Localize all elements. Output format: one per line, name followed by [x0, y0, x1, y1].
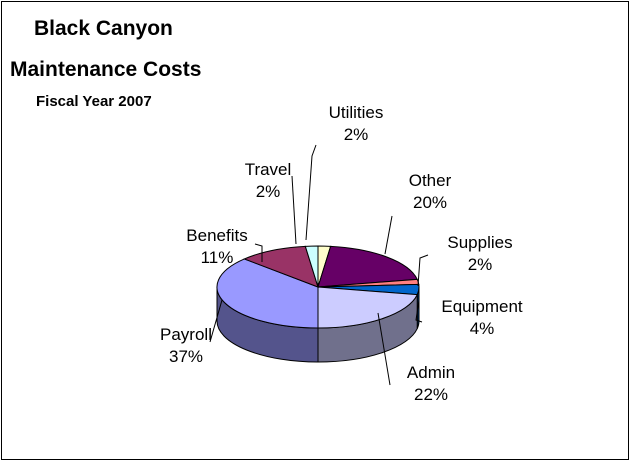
slice-label-benefits: Benefits — [186, 226, 247, 245]
leader-line-payroll — [209, 299, 223, 343]
slice-label-equipment: Equipment — [441, 297, 523, 316]
slice-labels: Utilities 2% Other 20% Supplies 2% Equipment 4%… — [160, 103, 523, 404]
leader-line-travel — [291, 175, 297, 245]
slice-label-utilities: Utilities — [329, 103, 384, 122]
slice-label-other: Other — [409, 171, 452, 190]
slice-label-payroll: Payroll — [160, 325, 212, 344]
chart-title: Black Canyon — [34, 17, 173, 40]
chart-subtitle: Fiscal Year 2007 — [36, 93, 152, 110]
pie-slice-admin — [317, 286, 418, 329]
leader-line-equipment — [415, 299, 423, 323]
pie-top-faces — [216, 245, 420, 329]
slice-value-benefits: 11% — [201, 248, 234, 267]
slice-label-admin: Admin — [407, 363, 455, 382]
pie-slice-benefits — [243, 245, 319, 288]
slice-value-supplies: 2% — [468, 255, 493, 274]
slice-label-supplies: Supplies — [447, 233, 512, 252]
slice-value-travel: 2% — [256, 182, 281, 201]
pie-slice-payroll — [216, 258, 319, 329]
leader-line-utilities — [305, 144, 317, 241]
leader-line-supplies — [417, 254, 429, 287]
slice-value-admin: 22% — [414, 385, 448, 404]
pie-slice-other — [317, 245, 418, 288]
slice-label-travel: Travel — [245, 160, 292, 179]
leader-line-benefits — [254, 243, 263, 262]
chart-title-line-2: Maintenance Costs — [10, 58, 202, 81]
slice-value-equipment: 4% — [470, 319, 495, 338]
slice-value-utilities: 2% — [344, 125, 369, 144]
pie-slice-travel — [304, 245, 319, 288]
slice-value-payroll: 37% — [169, 347, 203, 366]
leader-line-admin — [377, 312, 391, 386]
leader-lines — [209, 144, 429, 386]
slice-value-other: 20% — [413, 193, 447, 212]
leader-line-other — [384, 215, 393, 255]
